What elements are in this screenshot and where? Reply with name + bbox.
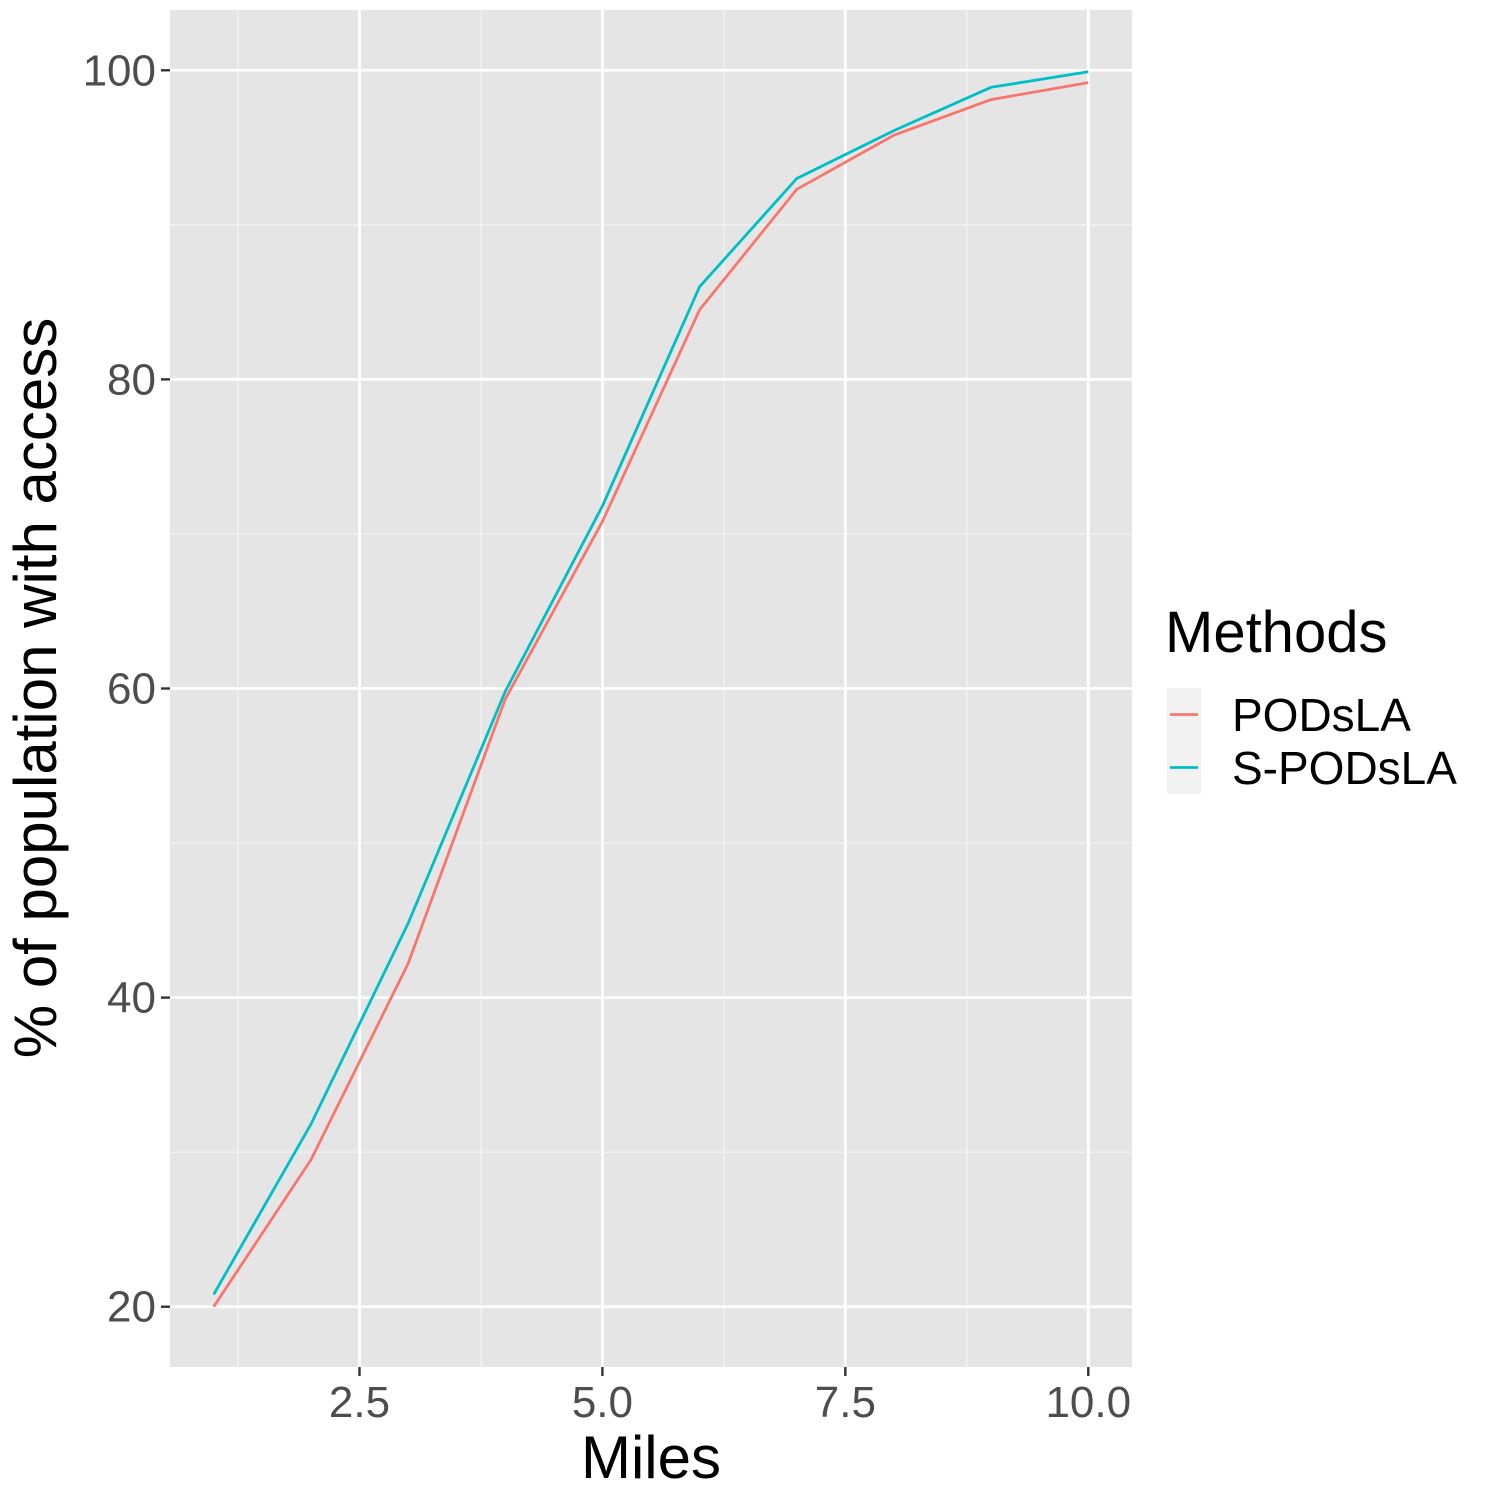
x-axis-ticks: 2.5 5.0 7.5 10.0 [329, 1367, 1131, 1427]
y-tick-label: 20 [107, 1283, 156, 1332]
x-tick-label: 7.5 [815, 1378, 876, 1427]
y-tick-label: 60 [107, 665, 156, 714]
series-line-s-podsla [212, 70, 1089, 1296]
y-tick-label: 40 [107, 974, 156, 1023]
legend-title: Methods [1165, 600, 1387, 665]
y-tick-label: 100 [83, 46, 156, 95]
x-axis-title: Miles [581, 1424, 721, 1491]
legend-label-podsla: PODsLA [1232, 689, 1411, 741]
legend-label-s-podsla: S-PODsLA [1232, 742, 1457, 794]
series-line-podsla [212, 81, 1089, 1308]
x-tick-label: 5.0 [572, 1378, 633, 1427]
y-axis-title: % of population with access [2, 318, 69, 1058]
y-tick-label: 80 [107, 355, 156, 404]
x-tick-label: 2.5 [329, 1378, 390, 1427]
major-gridlines [170, 10, 1132, 1367]
y-axis-ticks: 20 40 60 80 100 [83, 46, 170, 1332]
series-lines [212, 70, 1089, 1308]
x-tick-label: 10.0 [1045, 1378, 1131, 1427]
